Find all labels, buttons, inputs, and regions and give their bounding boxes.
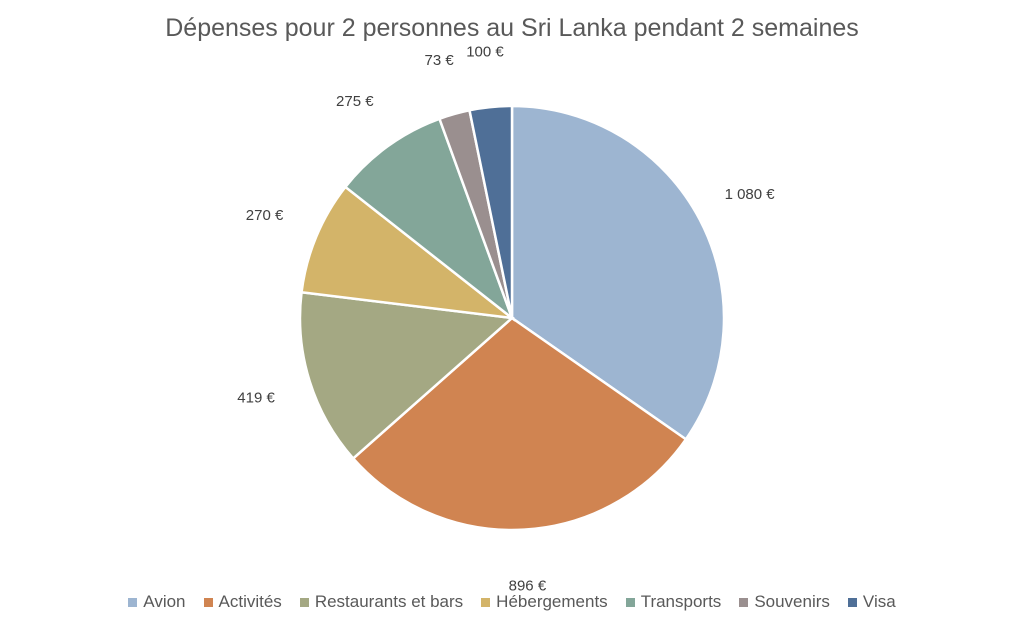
legend-swatch	[481, 597, 491, 607]
legend-item: Restaurants et bars	[299, 592, 464, 612]
legend-label: Activités	[218, 592, 282, 611]
data-label: 1 080 €	[725, 186, 776, 203]
legend-swatch	[625, 597, 635, 607]
legend-item: Avion	[128, 592, 186, 612]
legend-label: Restaurants et bars	[314, 592, 464, 611]
data-label: 100 €	[466, 43, 504, 60]
legend-swatch	[128, 597, 138, 607]
legend-label: Avion	[143, 592, 186, 611]
chart-title: Dépenses pour 2 personnes au Sri Lanka p…	[165, 14, 859, 42]
pie-slice-transports	[343, 117, 515, 322]
pie-slice-h-bergements	[300, 185, 517, 320]
legend-item: Transports	[625, 592, 722, 612]
legend-item: Souvenirs	[739, 592, 830, 612]
data-label: 73 €	[424, 52, 454, 69]
legend-label: Hébergements	[496, 592, 608, 611]
data-label: 270 €	[246, 207, 284, 224]
legend-label: Souvenirs	[754, 592, 830, 611]
legend-item: Activités	[203, 592, 282, 612]
legend-label: Visa	[862, 592, 896, 611]
pie-slice-avion	[510, 104, 726, 442]
legend-swatch	[299, 597, 309, 607]
legend-swatch	[203, 597, 213, 607]
pie-slice-activit-s	[351, 316, 688, 532]
legend-label: Transports	[640, 592, 722, 611]
data-label: 896 €	[509, 578, 547, 595]
legend-swatch	[739, 597, 749, 607]
chart-legend: Avion Activités Restaurants et bars Héberge…	[0, 592, 1024, 612]
data-label: 419 €	[237, 390, 275, 407]
data-label: 275 €	[336, 93, 374, 110]
legend-item: Hébergements	[481, 592, 608, 612]
legend-item: Visa	[847, 592, 896, 612]
pie-slice-visa	[468, 104, 514, 319]
legend-swatch	[847, 597, 857, 607]
pie-slice-restaurants-et-bars	[298, 290, 515, 461]
